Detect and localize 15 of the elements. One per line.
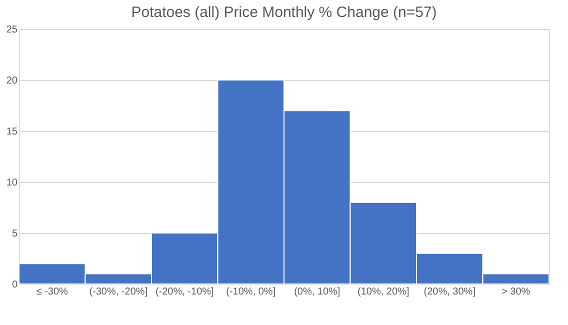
y-tick-label: 0 [12,280,18,290]
x-tick-label: (-20%, -10%] [155,286,214,298]
chart-title: Potatoes (all) Price Monthly % Change (n=57) [131,4,437,21]
x-tick-label: (10%, 20%] [358,286,410,298]
x-tick-label: (20%, 30%] [424,286,476,298]
y-tick-label: 25 [6,24,18,36]
y-tick-label: 20 [6,76,18,86]
x-tick-label: ≤ -30% [36,286,68,298]
y-tick-label: 10 [6,178,18,188]
x-tick-label: > 30% [502,286,530,298]
x-tick-label: (0%, 10%] [294,286,340,298]
y-tick-label: 5 [12,228,18,240]
x-tick-label: (-10%, 0%] [226,286,276,298]
y-tick-label: 15 [6,126,18,138]
x-tick-label: (-30%, -20%] [89,286,148,298]
